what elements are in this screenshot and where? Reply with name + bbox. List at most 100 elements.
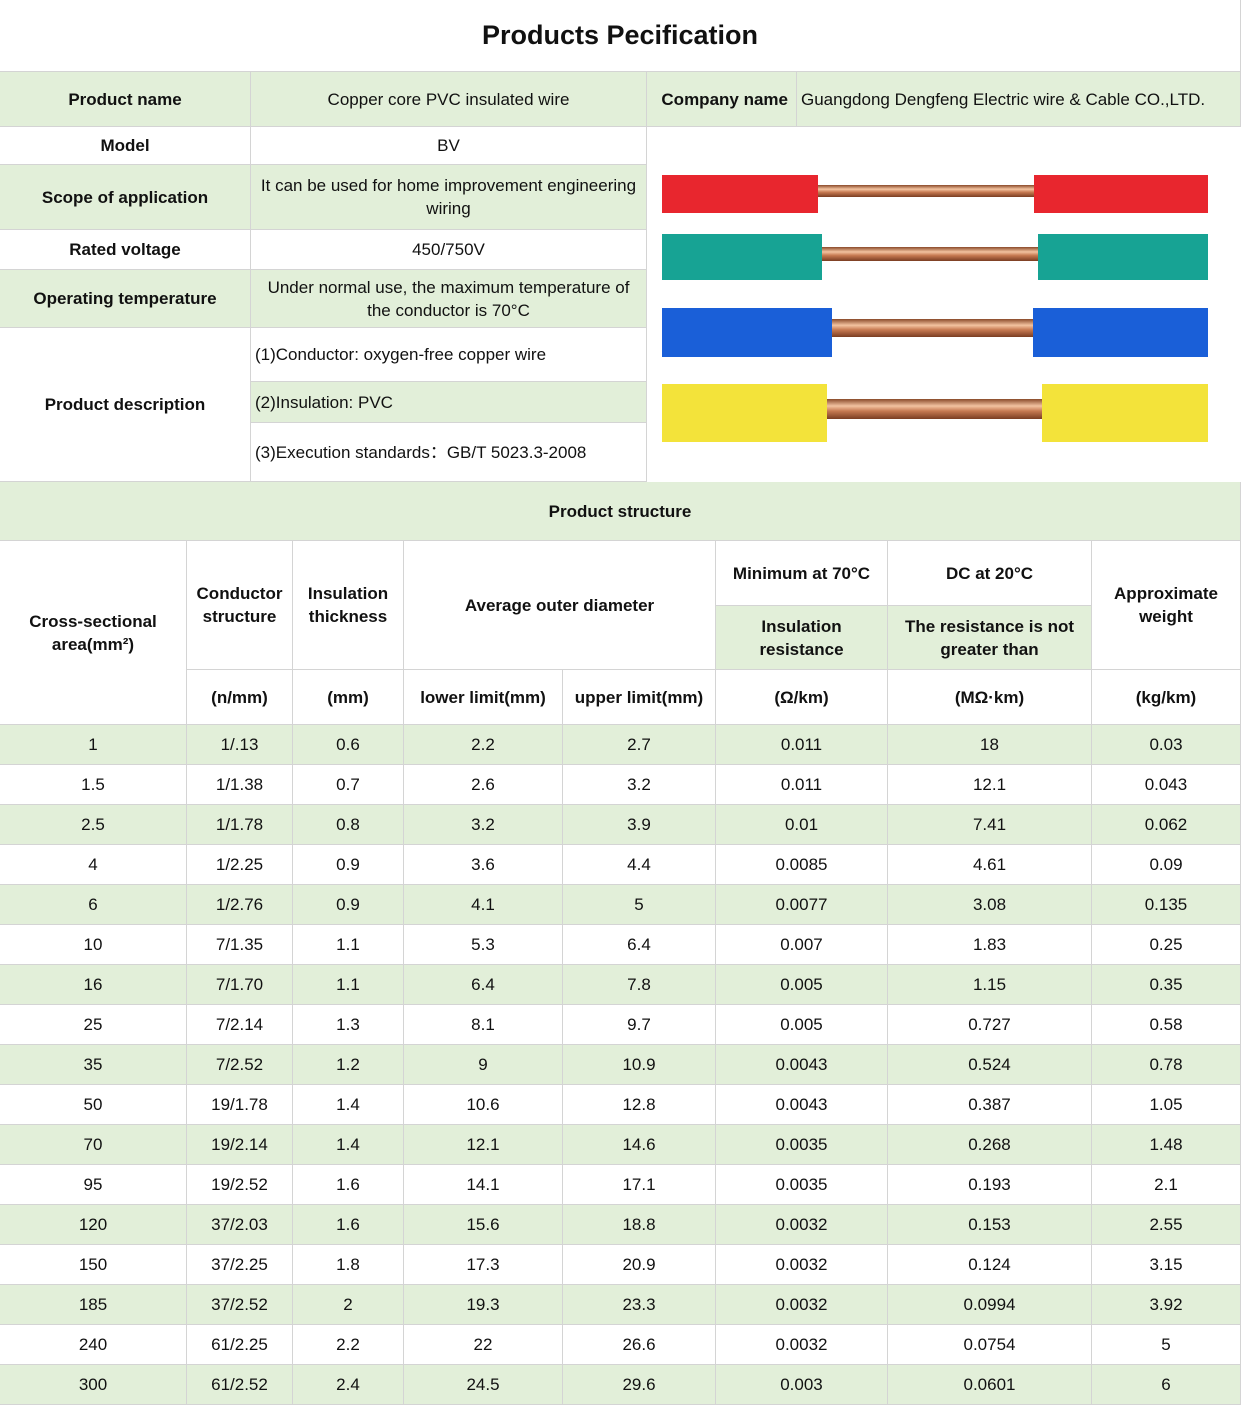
table-cell: 1/1.38 [187, 765, 293, 805]
table-cell: 0.8 [293, 805, 404, 845]
table-cell: 1 [0, 725, 187, 765]
table-cell: 0.005 [716, 1005, 888, 1045]
table-cell: 12.1 [404, 1125, 563, 1165]
table-cell: 8.1 [404, 1005, 563, 1045]
column-header: Insulation resistance [716, 606, 888, 670]
table-cell: 18.8 [563, 1205, 716, 1245]
table-cell: 0.011 [716, 725, 888, 765]
table-cell: 12.8 [563, 1085, 716, 1125]
table-cell: 37/2.03 [187, 1205, 293, 1245]
table-cell: 0.7 [293, 765, 404, 805]
table-cell: 37/2.25 [187, 1245, 293, 1285]
unit-header: (Ω/km) [716, 670, 888, 725]
table-cell: 1/2.25 [187, 845, 293, 885]
table-cell: 4.4 [563, 845, 716, 885]
table-cell: 4 [0, 845, 187, 885]
table-cell: 1.1 [293, 925, 404, 965]
table-cell: 29.6 [563, 1365, 716, 1405]
table-cell: 1.1 [293, 965, 404, 1005]
table-cell: 6 [0, 885, 187, 925]
column-header: DC at 20°C [888, 541, 1092, 606]
table-cell: 0.35 [1092, 965, 1241, 1005]
column-header: Approximate weight [1092, 541, 1241, 670]
field-label: Model [0, 127, 251, 165]
table-cell: 0.387 [888, 1085, 1092, 1125]
table-cell: 7.41 [888, 805, 1092, 845]
table-cell: 0.0754 [888, 1325, 1092, 1365]
table-cell: 0.193 [888, 1165, 1092, 1205]
table-cell: 0.011 [716, 765, 888, 805]
table-cell: 0.005 [716, 965, 888, 1005]
table-cell: 5.3 [404, 925, 563, 965]
table-cell: 3.9 [563, 805, 716, 845]
unit-header: (kg/km) [1092, 670, 1241, 725]
table-cell: 1.4 [293, 1125, 404, 1165]
table-cell: 15.6 [404, 1205, 563, 1245]
table-cell: 14.6 [563, 1125, 716, 1165]
table-cell: 1/.13 [187, 725, 293, 765]
description-item: (3)Execution standards：GB/T 5023.3-2008 [251, 423, 647, 482]
table-cell: 0.135 [1092, 885, 1241, 925]
unit-header: upper limit(mm) [563, 670, 716, 725]
table-cell: 0.25 [1092, 925, 1241, 965]
table-cell: 24.5 [404, 1365, 563, 1405]
description-item: (2)Insulation: PVC [251, 382, 647, 423]
table-cell: 0.727 [888, 1005, 1092, 1045]
table-cell: 0.0043 [716, 1045, 888, 1085]
table-cell: 120 [0, 1205, 187, 1245]
table-cell: 0.0032 [716, 1285, 888, 1325]
section-title: Product structure [0, 482, 1241, 541]
table-cell: 0.0032 [716, 1205, 888, 1245]
table-cell: 3.2 [404, 805, 563, 845]
table-cell: 1.8 [293, 1245, 404, 1285]
table-cell: 300 [0, 1365, 187, 1405]
table-cell: 0.0043 [716, 1085, 888, 1125]
field-label: Company name [647, 72, 797, 127]
table-cell: 3.15 [1092, 1245, 1241, 1285]
table-cell: 0.268 [888, 1125, 1092, 1165]
table-cell: 240 [0, 1325, 187, 1365]
table-cell: 4.61 [888, 845, 1092, 885]
field-label: Rated voltage [0, 230, 251, 270]
table-cell: 0.0601 [888, 1365, 1092, 1405]
table-cell: 19/1.78 [187, 1085, 293, 1125]
table-cell: 0.58 [1092, 1005, 1241, 1045]
field-value: It can be used for home improvement engi… [251, 165, 647, 230]
table-cell: 0.124 [888, 1245, 1092, 1285]
table-cell: 3.2 [563, 765, 716, 805]
table-cell: 1.4 [293, 1085, 404, 1125]
field-label: Product description [0, 328, 251, 482]
table-cell: 2.7 [563, 725, 716, 765]
field-value: 450/750V [251, 230, 647, 270]
table-cell: 0.0994 [888, 1285, 1092, 1325]
unit-header: (n/mm) [187, 670, 293, 725]
table-cell: 2.6 [404, 765, 563, 805]
table-cell: 35 [0, 1045, 187, 1085]
table-cell: 0.0085 [716, 845, 888, 885]
table-cell: 6.4 [404, 965, 563, 1005]
table-cell: 0.0032 [716, 1325, 888, 1365]
field-label: Product name [0, 72, 251, 127]
table-cell: 1.5 [0, 765, 187, 805]
table-cell: 26.6 [563, 1325, 716, 1365]
table-cell: 0.09 [1092, 845, 1241, 885]
table-cell: 9 [404, 1045, 563, 1085]
table-cell: 2.2 [293, 1325, 404, 1365]
field-label: Scope of application [0, 165, 251, 230]
table-cell: 3.92 [1092, 1285, 1241, 1325]
table-cell: 9.7 [563, 1005, 716, 1045]
table-cell: 37/2.52 [187, 1285, 293, 1325]
field-value: Under normal use, the maximum temperatur… [251, 270, 647, 328]
table-cell: 7.8 [563, 965, 716, 1005]
table-cell: 0.0032 [716, 1245, 888, 1285]
table-cell: 1.2 [293, 1045, 404, 1085]
table-cell: 14.1 [404, 1165, 563, 1205]
table-cell: 5 [563, 885, 716, 925]
table-cell: 0.0035 [716, 1125, 888, 1165]
table-cell: 25 [0, 1005, 187, 1045]
table-cell: 22 [404, 1325, 563, 1365]
table-cell: 1.15 [888, 965, 1092, 1005]
field-value: BV [251, 127, 647, 165]
table-cell: 1/2.76 [187, 885, 293, 925]
column-header: Minimum at 70°C [716, 541, 888, 606]
